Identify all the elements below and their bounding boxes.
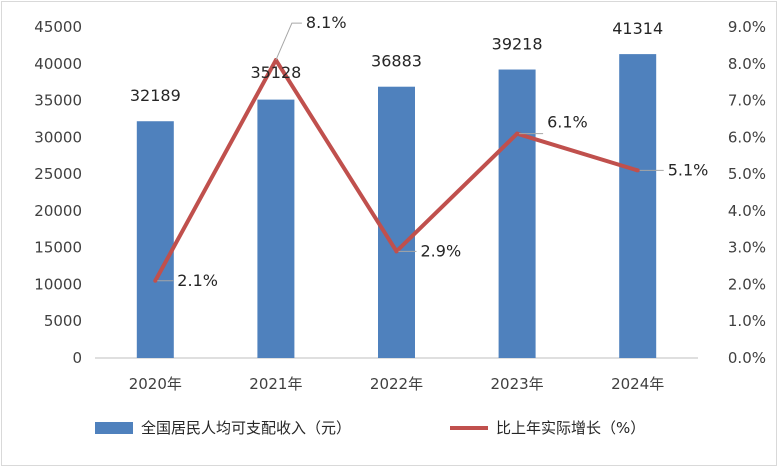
- y-right-tick-label: 0.0%: [728, 349, 766, 367]
- legend-label-bar: 全国居民人均可支配收入（元）: [141, 419, 351, 437]
- y-right-tick-label: 6.0%: [728, 128, 766, 146]
- line-value-label: 2.1%: [177, 271, 218, 290]
- x-tick-label: 2024年: [611, 375, 664, 393]
- y-left-tick-label: 35000: [34, 92, 82, 110]
- line-value-label: 6.1%: [547, 113, 588, 132]
- legend-swatch-bar: [95, 422, 133, 434]
- y-right-tick-label: 7.0%: [728, 92, 766, 110]
- y-left-tick-label: 25000: [34, 165, 82, 183]
- y-left-tick-label: 0: [72, 349, 82, 367]
- y-left-tick-label: 15000: [34, 239, 82, 257]
- x-tick-label: 2022年: [370, 375, 423, 393]
- y-left-tick-label: 10000: [34, 275, 82, 293]
- y-left-tick-label: 20000: [34, 202, 82, 220]
- y-left-tick-label: 5000: [44, 312, 82, 330]
- y-right-tick-label: 4.0%: [728, 202, 766, 220]
- bar: [498, 69, 536, 359]
- bar-series: [136, 54, 657, 359]
- axes: 0 5000 10000 15000 20000 25000 30000 35000 40000…: [34, 18, 766, 393]
- line-point: [515, 131, 520, 136]
- legend-label-line: 比上年实际增长（%）: [496, 419, 645, 437]
- bar-value-label: 39218: [492, 35, 543, 54]
- leader-line: [275, 22, 302, 61]
- line-value-label: 2.9%: [421, 241, 462, 260]
- y-right-tick-label: 2.0%: [728, 275, 766, 293]
- y-left-tick-label: 40000: [34, 55, 82, 73]
- line-point: [153, 278, 158, 283]
- y-right-tick-label: 5.0%: [728, 165, 766, 183]
- y-right-tick-label: 3.0%: [728, 239, 766, 257]
- bar: [257, 99, 295, 358]
- y-left-tick-label: 45000: [34, 18, 82, 36]
- bar: [136, 121, 174, 358]
- y-right-tick-label: 8.0%: [728, 55, 766, 73]
- legend: 全国居民人均可支配收入（元） 比上年实际增长（%）: [95, 419, 645, 437]
- data-labels: 32189 35128 36883 39218 41314 2.1% 8.1% 2.9% 6.1…: [130, 13, 709, 290]
- bar: [619, 54, 657, 358]
- y-right-tick-label: 1.0%: [728, 312, 766, 330]
- y-left-tick-label: 30000: [34, 128, 82, 146]
- line-value-label: 5.1%: [668, 160, 709, 179]
- bar-value-label: 32189: [130, 86, 181, 105]
- x-tick-label: 2020年: [129, 375, 182, 393]
- x-tick-label: 2021年: [249, 375, 302, 393]
- bar: [378, 86, 415, 358]
- line-point: [635, 168, 640, 173]
- line-series: [153, 58, 640, 283]
- y-right-tick-label: 9.0%: [728, 18, 766, 36]
- bar-value-label: 35128: [250, 63, 301, 82]
- bar-value-label: 41314: [612, 19, 663, 38]
- line-point: [394, 249, 399, 254]
- line-value-label: 8.1%: [306, 13, 347, 32]
- bar-value-label: 36883: [371, 52, 422, 71]
- x-tick-label: 2023年: [491, 375, 544, 393]
